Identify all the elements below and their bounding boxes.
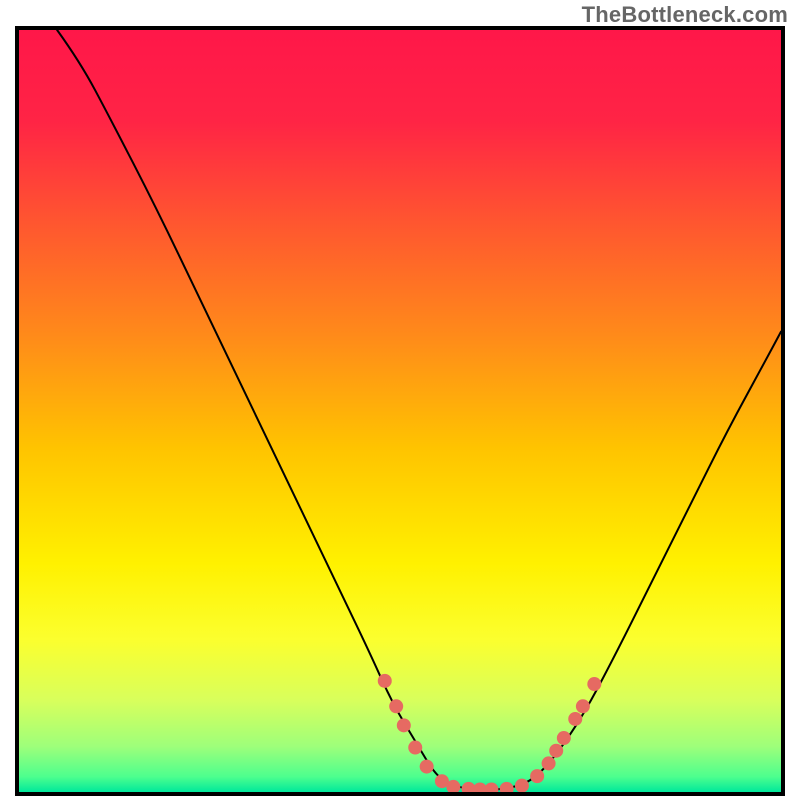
marker-point: [389, 699, 403, 713]
marker-point: [378, 674, 392, 688]
marker-point: [587, 677, 601, 691]
marker-point: [420, 760, 434, 774]
marker-point: [515, 779, 529, 793]
marker-point: [408, 741, 422, 755]
marker-point: [530, 769, 544, 783]
marker-point: [446, 780, 460, 794]
marker-point: [542, 756, 556, 770]
marker-point: [549, 744, 563, 758]
chart-container: TheBottleneck.com: [0, 0, 800, 800]
chart-svg: [15, 26, 785, 796]
gradient-background: [19, 30, 781, 792]
marker-point: [397, 718, 411, 732]
marker-point: [568, 712, 582, 726]
chart-svg-wrapper: [15, 26, 785, 796]
attribution-text: TheBottleneck.com: [582, 2, 788, 28]
marker-point: [576, 699, 590, 713]
marker-point: [557, 731, 571, 745]
